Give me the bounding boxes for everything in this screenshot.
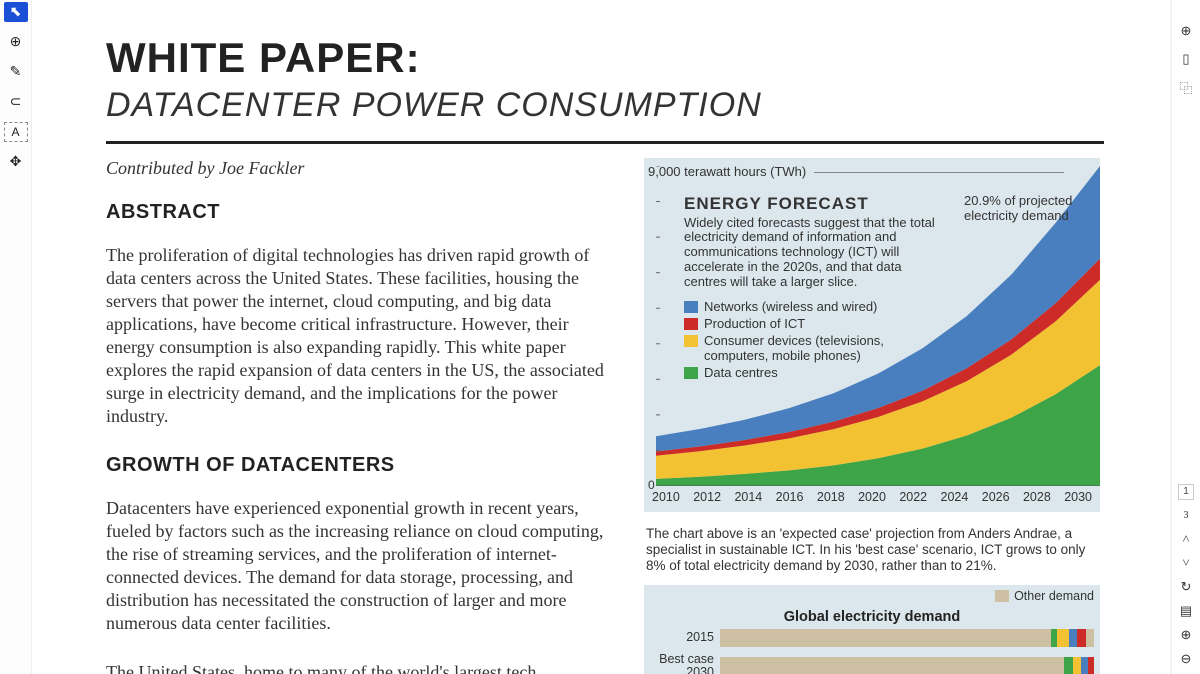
chart-caption: The chart above is an 'expected case' pr… [646,526,1098,575]
legend-label: Consumer devices (televisions, computers… [704,334,944,364]
x-tick: 2012 [693,490,721,504]
chart-column: 9,000 terawatt hours (TWh) 0 ENERGY FORE… [644,158,1100,674]
bar-track [720,657,1094,674]
next-paragraph-fragment: The United States, home to many of the w… [106,661,604,674]
reload-icon[interactable]: ↻ [1176,578,1196,596]
text-select-tool-icon[interactable]: A [4,122,28,142]
page-title-line1: WHITE PAPER: [106,34,1104,82]
heading-abstract: ABSTRACT [106,201,604,224]
chart2-legend: Other demand [650,589,1094,603]
bar-label: 2015 [650,631,720,644]
growth-paragraph: Datacenters have experienced exponential… [106,497,604,635]
x-tick: 2018 [817,490,845,504]
legend-swatch [684,301,698,313]
legend-label: Networks (wireless and wired) [704,300,877,315]
bar-label: Best case 2030 [650,653,720,674]
bar-row: 2015 [650,629,1094,647]
chart-x-axis: 2010 2012 2014 2016 2018 2020 2022 2024 2026 2028… [650,486,1094,512]
text-column: Contributed by Joe Fackler ABSTRACT The … [106,158,604,674]
global-demand-chart: Other demand Global electricity demand 2… [644,585,1100,674]
bar-segment-tail [1086,629,1093,647]
bar-segment-consumer [1073,657,1080,674]
cursor-tool-icon[interactable]: ⬉ [4,2,28,22]
legend-swatch [684,318,698,330]
pen-tool-icon[interactable]: ✎ [4,62,28,82]
x-tick: 2016 [776,490,804,504]
heading-growth: GROWTH OF DATACENTERS [106,454,604,477]
x-tick: 2024 [941,490,969,504]
x-tick: 2030 [1064,490,1092,504]
chart2-title: Global electricity demand [650,609,1094,625]
bar-segment-consumer [1057,629,1069,647]
page-down-icon[interactable]: ˅ [1176,554,1196,572]
chart-y-zero: 0 [648,478,655,492]
x-tick: 2010 [652,490,680,504]
zoom-out-icon[interactable]: ⊖ [1176,650,1196,668]
title-rule [106,141,1104,144]
page-up-icon[interactable]: ˄ [1176,530,1196,548]
bar-segment-other [720,629,1051,647]
bar-row: Best case 2030 [650,653,1094,674]
bar-segment-production [1077,629,1086,647]
legend-item: Production of ICT [684,317,944,332]
chart-annotation: 20.9% of projected electricity demand [964,194,1092,224]
chart-textbox: ENERGY FORECAST Widely cited forecasts s… [684,194,944,383]
x-tick: 2028 [1023,490,1051,504]
legend-item: Networks (wireless and wired) [684,300,944,315]
bar-track [720,629,1094,647]
right-toolbar: ⊕ ▯ ⿻ 1 3 ˄ ˅ ↻ ▤ ⊕ ⊖ [1172,0,1200,674]
legend-label: Data centres [704,366,778,381]
bar-segment-networks [1069,629,1078,647]
copy-icon[interactable]: ⿻ [1176,78,1196,96]
legend-item: Consumer devices (televisions, computers… [684,334,944,364]
legend-swatch-other [995,590,1009,602]
x-tick: 2014 [734,490,762,504]
document-page: WHITE PAPER: DATACENTER POWER CONSUMPTIO… [34,0,1170,674]
zoom-tool-icon[interactable]: ⊕ [4,32,28,52]
bar-segment-production [1088,657,1094,674]
legend-item: Data centres [684,366,944,381]
chart-legend: Networks (wireless and wired) Production … [684,300,944,381]
left-toolbar: ⬉ ⊕ ✎ ⊂ A ✥ [0,0,32,674]
chart-textbox-heading: ENERGY FORECAST [684,194,944,214]
contributor-line: Contributed by Joe Fackler [106,158,604,179]
energy-forecast-chart: 9,000 terawatt hours (TWh) 0 ENERGY FORE… [644,158,1100,512]
bar-segment-other [720,657,1064,674]
zoom-in-icon[interactable]: ⊕ [1176,626,1196,644]
x-tick: 2022 [899,490,927,504]
legend-label-other: Other demand [1014,589,1094,603]
x-tick: 2026 [982,490,1010,504]
doc-outline-icon[interactable]: ▤ [1176,602,1196,620]
abstract-paragraph: The proliferation of digital technologie… [106,244,604,428]
legend-swatch [684,335,698,347]
x-tick: 2020 [858,490,886,504]
legend-label: Production of ICT [704,317,805,332]
page-title-line2: DATACENTER POWER CONSUMPTION [106,86,1104,125]
hand-tool-icon[interactable]: ✥ [4,152,28,172]
page-current: 1 [1178,484,1194,500]
search-icon[interactable]: ⊕ [1176,22,1196,40]
bar-segment-data_centres [1064,657,1073,674]
page-total: 3 [1176,506,1196,524]
lasso-tool-icon[interactable]: ⊂ [4,92,28,112]
legend-swatch [684,367,698,379]
bookmark-icon[interactable]: ▯ [1176,50,1196,68]
bar-segment-networks [1081,657,1088,674]
chart-textbox-body: Widely cited forecasts suggest that the … [684,216,944,291]
